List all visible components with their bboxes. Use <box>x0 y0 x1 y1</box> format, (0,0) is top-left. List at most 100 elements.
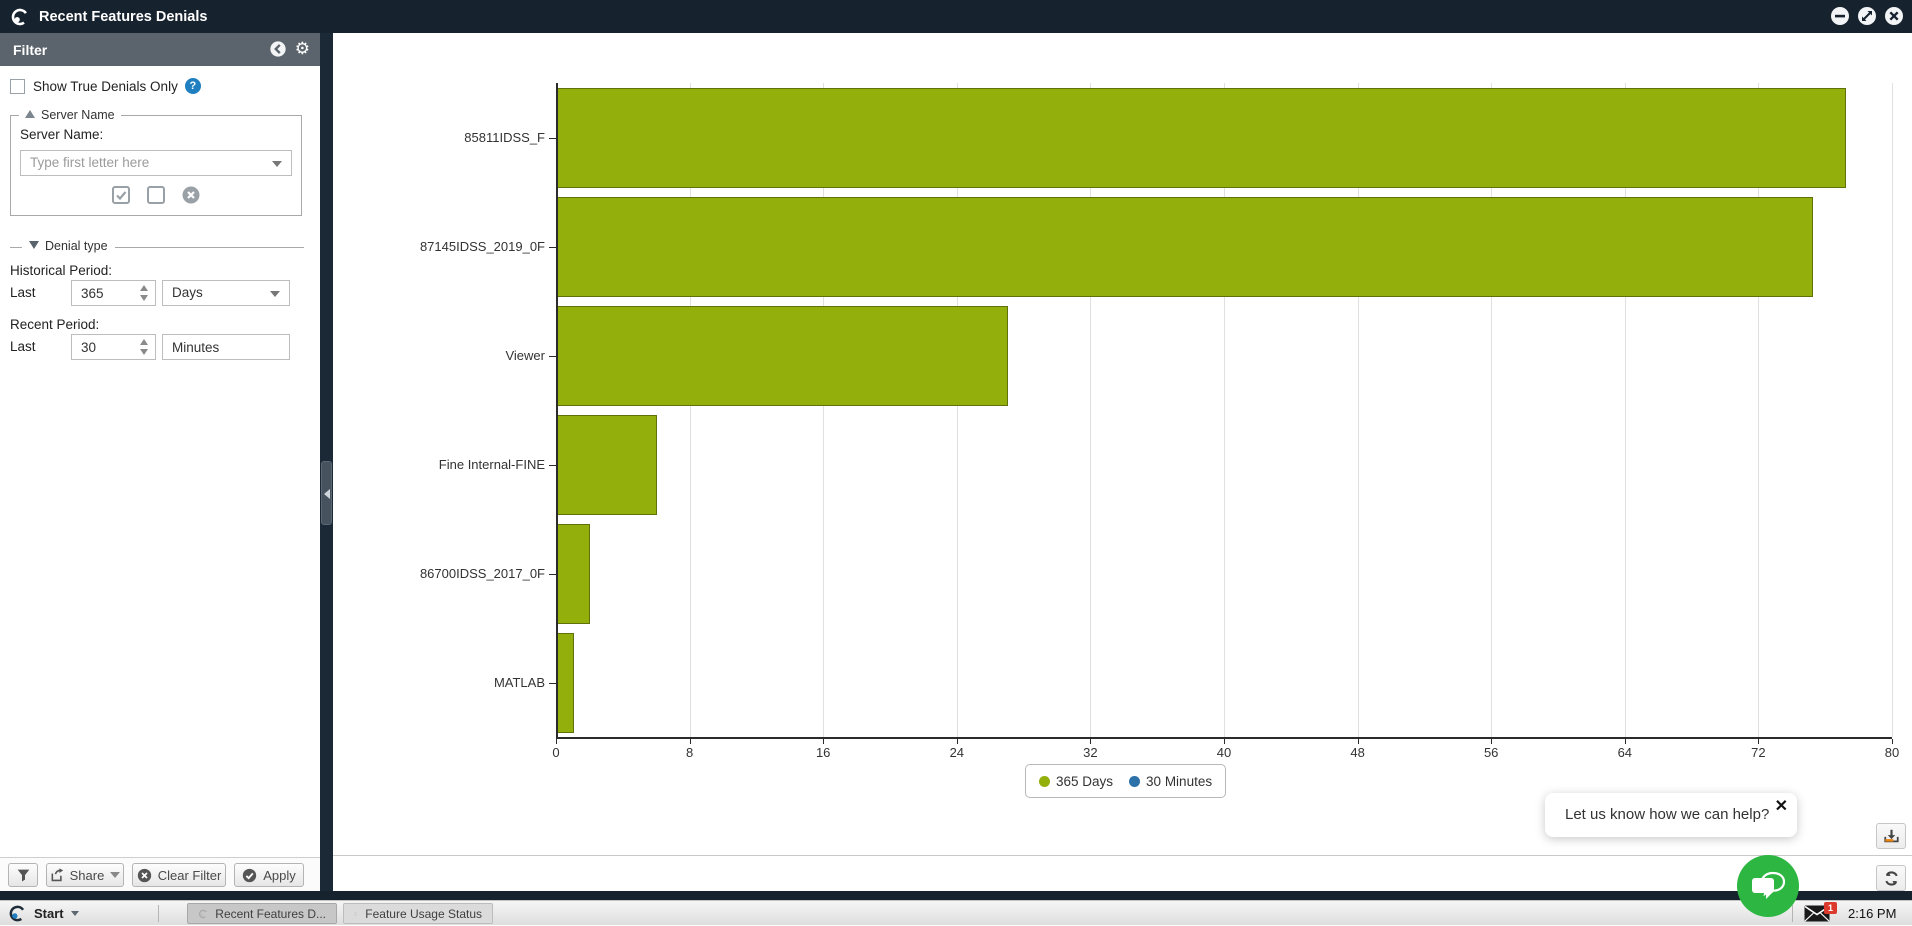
filter-panel: Filter ⚙ Show True Denials Only ? Server… <box>0 33 320 891</box>
clock: 2:16 PM <box>1848 906 1897 921</box>
tab-label: Recent Features D... <box>215 906 326 921</box>
help-bubble-text: Let us know how we can help? <box>1565 806 1770 823</box>
x-tick-label: 32 <box>1083 745 1098 760</box>
clear-selection-icon[interactable] <box>180 184 202 206</box>
category-label: 85811IDSS_F <box>464 129 545 145</box>
apply-button[interactable]: Apply <box>234 863 304 887</box>
help-icon[interactable]: ? <box>184 78 201 94</box>
gridline <box>1892 83 1893 737</box>
category-label: 87145IDSS_2019_0F <box>419 238 545 254</box>
recent-unit-field[interactable] <box>162 334 290 360</box>
deselect-all-icon[interactable] <box>145 184 167 206</box>
y-tick-mark <box>549 137 556 139</box>
gridline <box>1090 83 1092 737</box>
x-tick-label: 40 <box>1216 745 1232 760</box>
x-tick-label: 16 <box>815 745 831 760</box>
show-true-denials-row: Show True Denials Only ? <box>10 78 201 94</box>
spinner-arrows[interactable] <box>137 281 151 305</box>
x-tick-mark <box>823 739 825 744</box>
bar-365-days[interactable] <box>557 414 658 515</box>
minimize-button[interactable] <box>1830 6 1850 26</box>
tab-label: Feature Usage Status <box>365 906 482 921</box>
server-name-dropdown[interactable]: Type first letter here <box>20 150 292 176</box>
clear-filter-button[interactable]: Clear Filter <box>132 863 226 887</box>
x-tick-mark <box>956 739 958 744</box>
taskbar-tab-recent-features[interactable]: Recent Features D... <box>187 903 337 924</box>
clear-circle-icon <box>137 868 151 882</box>
chat-widget-button[interactable] <box>1737 855 1799 917</box>
mail-notification-badge: 1 <box>1824 902 1837 914</box>
x-tick-mark <box>1624 739 1626 744</box>
expand-section-icon[interactable] <box>29 241 39 249</box>
recent-value-spinner[interactable] <box>71 334 156 360</box>
filter-icon-button[interactable] <box>8 863 38 887</box>
taskbar: Start Recent Features D... Feature Usage… <box>0 900 1912 925</box>
help-bubble-close-icon[interactable]: ✕ <box>1774 798 1788 815</box>
x-tick-label: 0 <box>552 745 560 760</box>
bar-365-days[interactable] <box>557 87 1847 188</box>
gridline <box>1758 83 1760 737</box>
category-label: MATLAB <box>493 674 545 690</box>
recent-last-label: Last <box>10 339 36 354</box>
chat-bubbles-icon <box>1752 871 1786 899</box>
mail-icon[interactable] <box>1804 905 1830 922</box>
spinner-arrows[interactable] <box>137 335 151 359</box>
x-tick-mark <box>1491 739 1493 744</box>
bar-365-days[interactable] <box>557 196 1813 297</box>
x-tick-label: 80 <box>1884 745 1900 760</box>
show-true-denials-label: Show True Denials Only <box>33 78 178 94</box>
x-axis-line <box>556 737 1892 739</box>
gridline <box>689 83 691 737</box>
panel-collapse-handle[interactable] <box>321 461 332 525</box>
gridline <box>1357 83 1359 737</box>
show-true-denials-checkbox[interactable] <box>10 78 25 94</box>
y-tick-mark <box>549 355 556 357</box>
filter-panel-title: Filter <box>13 41 48 58</box>
download-button[interactable] <box>1876 823 1906 849</box>
spin-up-icon[interactable] <box>140 339 148 345</box>
chevron-down-icon <box>272 161 282 167</box>
spin-up-icon[interactable] <box>140 285 148 291</box>
gridline <box>1624 83 1626 737</box>
share-button[interactable]: Share <box>46 863 124 887</box>
window-title: Recent Features Denials <box>39 8 208 25</box>
collapse-panel-icon[interactable] <box>269 40 287 58</box>
x-tick-label: 64 <box>1617 745 1633 760</box>
bar-365-days[interactable] <box>557 305 1008 406</box>
bar-365-days[interactable] <box>557 523 591 624</box>
x-tick-mark <box>556 739 557 744</box>
refresh-button[interactable] <box>1876 865 1906 891</box>
close-button[interactable] <box>1884 6 1904 26</box>
taskbar-tab-feature-usage[interactable]: Feature Usage Status <box>343 903 493 924</box>
chevron-down-icon <box>70 911 79 916</box>
x-tick-mark <box>1357 739 1359 744</box>
legend-item[interactable]: 30 Minutes <box>1129 774 1212 789</box>
y-tick-mark <box>549 246 556 248</box>
collapse-section-icon[interactable] <box>25 110 35 118</box>
select-all-icon[interactable] <box>110 184 132 206</box>
taskbar-separator <box>1792 905 1793 922</box>
category-label: Fine Internal-FINE <box>438 456 545 472</box>
historical-value-spinner[interactable] <box>71 280 156 306</box>
historical-period-label: Historical Period: <box>10 263 113 278</box>
tab-logo-icon <box>198 909 208 918</box>
historical-value-input[interactable] <box>72 281 132 305</box>
chevron-down-icon <box>270 291 280 297</box>
x-tick-label: 24 <box>949 745 965 760</box>
spin-down-icon[interactable] <box>140 349 148 355</box>
x-tick-label: 48 <box>1350 745 1365 760</box>
legend-label: 365 Days <box>1056 773 1114 789</box>
legend-dot <box>1129 775 1141 787</box>
start-button[interactable]: Start <box>8 901 79 926</box>
historical-unit-dropdown[interactable]: Days <box>162 280 290 306</box>
recent-value-input[interactable] <box>72 335 132 359</box>
share-icon <box>51 868 63 882</box>
maximize-button[interactable] <box>1857 6 1877 26</box>
recent-unit-input[interactable] <box>163 335 289 359</box>
bar-365-days[interactable] <box>557 632 574 733</box>
spin-down-icon[interactable] <box>140 295 148 301</box>
x-tick-label: 72 <box>1751 745 1766 760</box>
category-label: 86700IDSS_2017_0F <box>419 565 545 581</box>
legend-item[interactable]: 365 Days <box>1039 774 1113 789</box>
settings-gear-icon[interactable]: ⚙ <box>294 39 310 58</box>
